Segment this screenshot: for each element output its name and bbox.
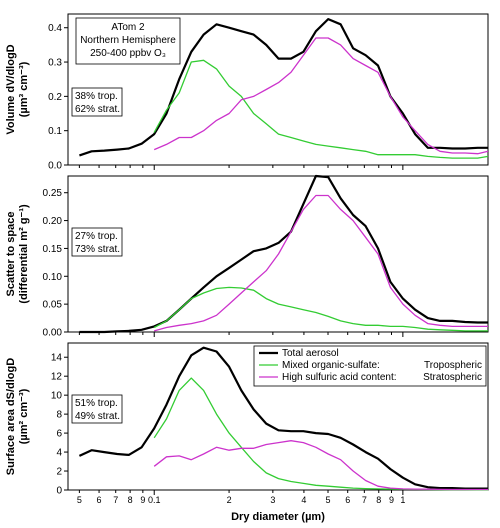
y-tick-label: 10 [51,391,63,402]
plot-frame [67,342,489,491]
x-tick-label: 2 [227,495,232,505]
x-tick-label: 9 [140,495,145,505]
x-tick-label: 7 [362,495,367,505]
fraction-box [71,87,123,117]
y-axis-unit-label: (µm³ cm⁻³) [18,61,30,117]
series-line-total [78,346,488,490]
series-line-strat [153,440,488,491]
y-tick-label: 0.15 [43,244,63,255]
fraction-box [71,227,123,257]
x-tick-label: 0.1 [148,495,161,505]
y-tick-label: 0.10 [43,272,63,283]
y-tick-label: 8 [56,410,62,421]
y-axis-label: Surface area dS/dlogD [5,358,17,475]
info-textbox [75,17,181,65]
y-tick-label: 0.3 [48,58,62,69]
fraction-box [71,394,123,424]
x-tick-label: 6 [97,495,102,505]
plot-frame [67,13,489,166]
series-line-trop [153,286,488,332]
x-tick-label: 8 [128,495,133,505]
series-line-strat [153,37,489,155]
y-tick-label: 14 [51,353,63,364]
y-axis-unit-label: (µm² cm⁻³) [18,388,30,444]
y-axis-label: Volume dV/dlogD [5,44,17,134]
legend-label-strat: High sulfuric acid content: [282,372,397,383]
fraction-strat-text: 62% strat. [75,104,120,115]
y-tick-label: 0.0 [48,161,62,172]
x-tick-label: 6 [345,495,350,505]
fraction-strat-text: 73% strat. [75,244,120,255]
fraction-strat-text: 49% strat. [75,411,120,422]
legend-suffix-strat: Stratospheric [423,372,482,383]
x-tick-label: 1 [400,495,405,505]
series-line-strat [154,194,488,332]
y-tick-label: 0.4 [48,23,62,34]
legend-label-trop: Mixed organic-sulfate: [282,360,380,371]
fraction-trop-text: 27% trop. [75,231,118,242]
x-tick-label: 3 [270,495,275,505]
y-tick-label: 0 [56,486,62,497]
y-tick-label: 0.2 [48,92,62,103]
plot-frame [67,175,489,333]
y-tick-label: 6 [56,429,62,440]
legend-box [253,345,487,387]
legend-label-total: Total aerosol [282,348,339,359]
y-tick-label: 0.05 [43,300,63,311]
y-tick-label: 2 [56,467,62,478]
x-tick-label: 5 [77,495,82,505]
y-tick-label: 0.00 [43,328,63,339]
y-axis-unit-label: (differential m² g⁻¹) [18,204,30,304]
x-tick-label: 4 [301,495,306,505]
x-tick-label: 9 [389,495,394,505]
x-tick-label: 8 [376,495,381,505]
y-axis-label: Scatter to space [5,212,17,297]
x-axis-label: Dry diameter (µm) [231,511,325,523]
series-line-trop [153,59,489,159]
fraction-trop-text: 38% trop. [75,91,118,102]
panel-2: 0.00 0.05 0.10 0.15 0.20 0.25 Scatter to space… [5,174,489,339]
y-tick-label: 4 [56,448,62,459]
x-tick-label: 5 [326,495,331,505]
y-tick-label: 0.1 [48,126,62,137]
info-textbox-line: ATom 2 [111,22,145,33]
fraction-trop-text: 51% trop. [75,398,118,409]
y-tick-label: 0.25 [43,188,63,199]
series-line-total [79,174,488,334]
legend-suffix-trop: Tropospheric [424,360,482,371]
info-textbox-line: Northern Hemisphere [80,35,176,46]
y-tick-label: 0.20 [43,216,63,227]
info-textbox-line: 250-400 ppbv O₃ [90,48,166,59]
series-line-total [79,18,488,157]
y-tick-label: 12 [51,372,63,383]
panel-1: 0.0 0.1 0.2 0.3 0.4 Volume dV/dlogD (µm³ cm⁻³)… [5,13,489,172]
x-tick-label: 7 [113,495,118,505]
